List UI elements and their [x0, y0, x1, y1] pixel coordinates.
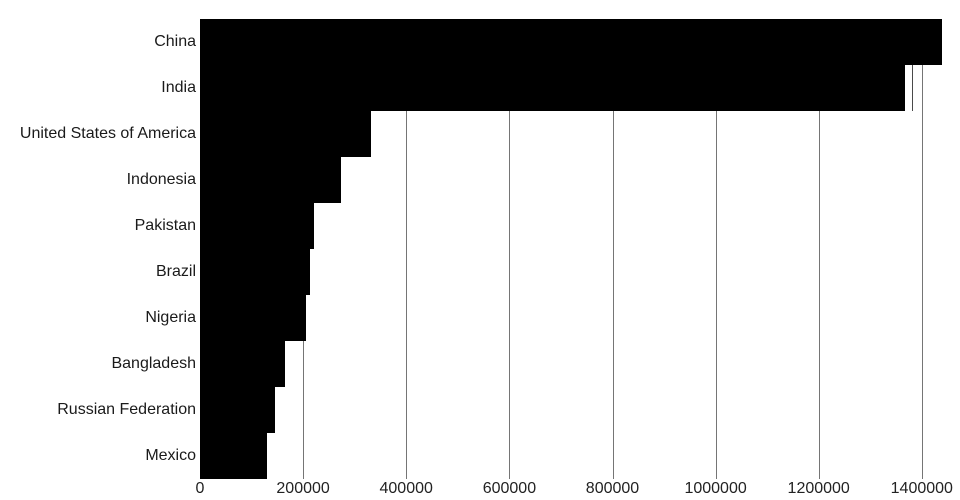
bar-united-states-of-america — [200, 111, 371, 157]
india-value-tick — [911, 65, 913, 111]
x-tick-label-1200000: 1200000 — [787, 480, 850, 497]
bar-bangladesh — [200, 341, 285, 387]
bar-indonesia — [200, 157, 341, 203]
gridline-1400000 — [921, 19, 923, 479]
gridline-1200000 — [818, 19, 820, 479]
x-tick-label-200000: 200000 — [276, 480, 330, 497]
bar-china — [200, 19, 943, 65]
x-tick-label-600000: 600000 — [482, 480, 537, 497]
x-tick-label-800000: 800000 — [585, 480, 640, 497]
bar-brazil — [200, 249, 310, 295]
x-tick-label-1400000: 1400000 — [890, 480, 953, 497]
x-tick-label-400000: 400000 — [379, 480, 433, 497]
category-label-china: China — [154, 33, 196, 50]
gridline-400000 — [406, 19, 408, 479]
bar-russian-federation — [200, 387, 276, 433]
gridline-800000 — [612, 19, 614, 479]
category-label-russian-federation: Russian Federation — [57, 401, 196, 418]
category-label-brazil: Brazil — [155, 263, 196, 280]
category-label-indonesia: Indonesia — [126, 171, 196, 188]
category-label-pakistan: Pakistan — [134, 217, 196, 234]
y-axis-labels: China India United States of America Indone… — [0, 19, 196, 479]
category-label-mexico: Mexico — [145, 447, 196, 464]
category-label-india: India — [161, 79, 196, 96]
category-label-bangladesh: Bangladesh — [111, 355, 196, 372]
bar-india — [200, 65, 905, 111]
category-label-united-states-of-america: United States of America — [19, 125, 196, 142]
gridline-600000 — [509, 19, 511, 479]
bar-pakistan — [200, 203, 314, 249]
bar-nigeria — [200, 295, 307, 341]
x-tick-label-1000000: 1000000 — [684, 480, 747, 497]
plot-area — [200, 19, 960, 479]
category-label-nigeria: Nigeria — [145, 309, 196, 326]
bar-mexico — [200, 433, 267, 479]
x-tick-label-0: 0 — [195, 480, 205, 497]
gridline-1000000 — [715, 19, 717, 479]
